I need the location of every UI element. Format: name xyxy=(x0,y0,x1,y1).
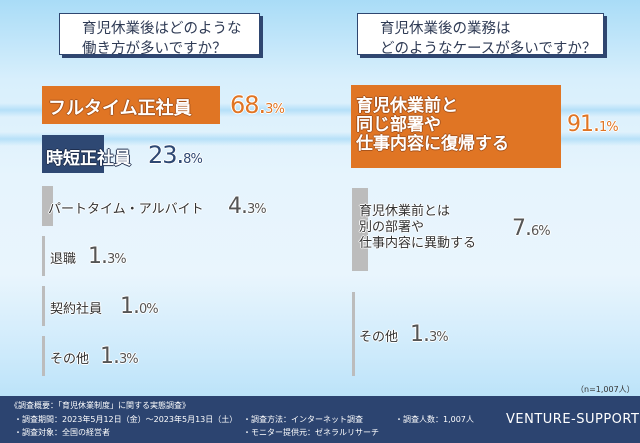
left-question-box: 育児休業後はどのような 働き方が多いですか？ xyxy=(59,13,260,57)
footer-period: ・調査期間：2023年5月12日（金）～2023年5月13日（土） xyxy=(14,415,238,424)
bar-label: 契約社員 xyxy=(50,302,103,317)
bar-value: 7.6% xyxy=(512,216,551,241)
bar-other-right xyxy=(352,292,355,376)
bar-fulltime xyxy=(42,86,220,124)
bar-label: 時短正社員 xyxy=(46,149,131,169)
bar-label: 育児休業前とは 別の部署や 仕事内容に異動する xyxy=(359,204,477,251)
bar-value: 4.3% xyxy=(228,194,267,219)
footer-target: ・調査対象：全国の経営者 xyxy=(14,428,110,437)
bar-label: フルタイム正社員 xyxy=(48,98,192,119)
footer-provider: ・モニター提供元：ゼネラルリサーチ xyxy=(243,428,379,437)
bar-value: 91.1% xyxy=(567,112,619,137)
survey-footer: 《調査概要：「育児休業制度」に関する実態調査》 ・調査期間：2023年5月12日… xyxy=(0,396,640,443)
right-question-line1: 育児休業後の業務は xyxy=(380,21,511,37)
bar-label: 退職 xyxy=(50,252,77,267)
right-question-line2: どのようなケースが多いですか？ xyxy=(380,41,597,57)
bar-value: 23.8% xyxy=(148,141,203,169)
bar-value: 1.3% xyxy=(100,344,139,369)
left-question-line2: 働き方が多いですか？ xyxy=(82,41,227,57)
bar-value: 1.3% xyxy=(88,244,127,269)
bar-label: パートタイム・アルバイト xyxy=(48,202,204,217)
footer-method: ・調査方法：インターネット調査 xyxy=(243,415,363,424)
footer-count: ・調査人数：1,007人 xyxy=(395,415,474,424)
footer-title: 《調査概要：「育児休業制度」に関する実態調査》 xyxy=(10,401,190,410)
bar-diff-dept xyxy=(352,188,368,271)
right-question-box: 育児休業後の業務は どのようなケースが多いですか？ xyxy=(357,13,604,57)
bar-value: 1.0% xyxy=(120,294,159,319)
bar-shorttime xyxy=(42,135,104,173)
left-question-line1: 育児休業後はどのような xyxy=(82,21,242,37)
bar-parttime xyxy=(42,186,53,226)
bar-value: 68.3% xyxy=(230,91,285,119)
bar-label: その他 xyxy=(359,330,399,345)
bar-same-dept xyxy=(351,85,561,168)
bar-other xyxy=(42,336,45,376)
sample-size-note: （n=1,007人） xyxy=(576,385,635,394)
brand-logo: VENTURE-SUPPORT xyxy=(506,412,640,427)
bar-label: 育児休業前と 同じ部署や 仕事内容に復帰する xyxy=(356,96,509,154)
bar-contract xyxy=(42,286,45,326)
bar-label: その他 xyxy=(50,352,90,367)
bar-retired xyxy=(42,236,45,276)
bar-value: 1.3% xyxy=(410,322,449,347)
